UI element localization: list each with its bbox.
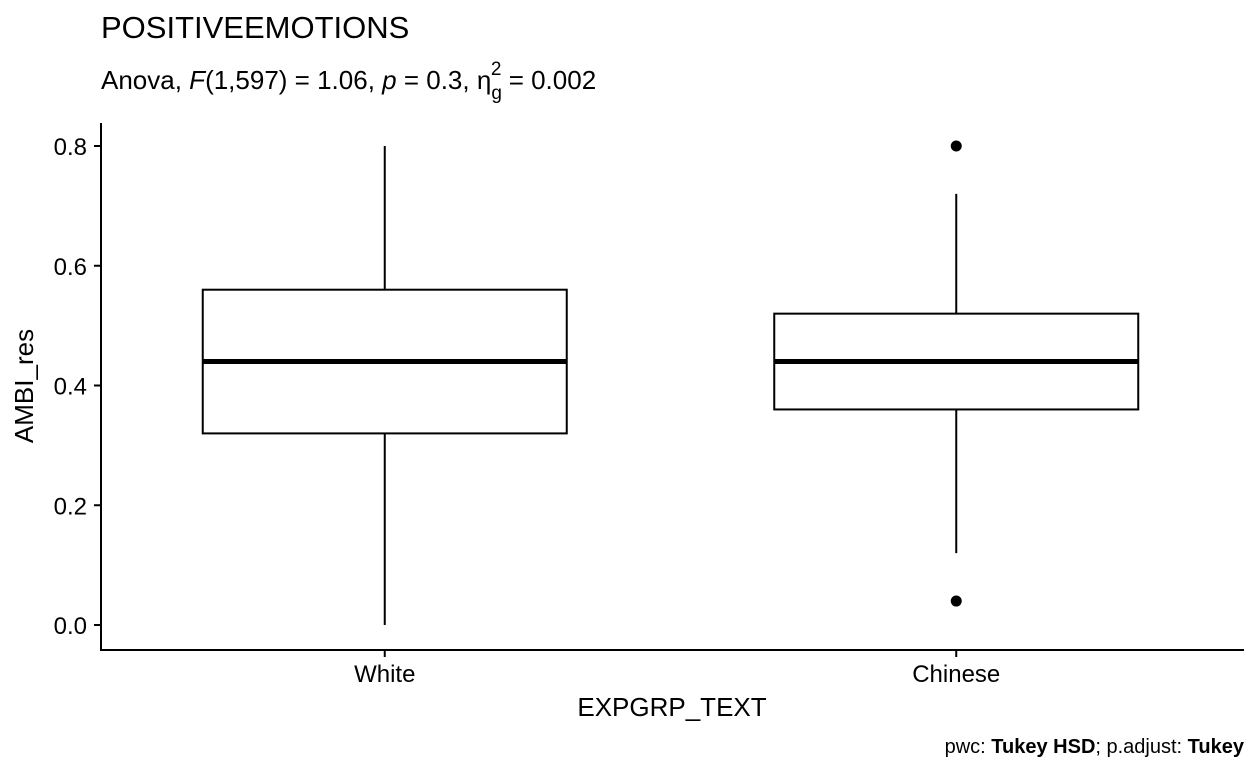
- y-tick-label: 0.2: [54, 493, 87, 520]
- y-axis-ticks: 0.0 0.2 0.4 0.6 0.8: [54, 134, 101, 640]
- subtitle-effect-sub: g: [491, 83, 502, 104]
- subtitle-prefix: Anova,: [101, 65, 189, 95]
- subtitle-p-symbol: p: [381, 65, 396, 95]
- subtitle-stat-value: = 1.06,: [287, 65, 382, 95]
- subtitle-effect-symbol: η: [477, 65, 491, 95]
- chart-title: POSITIVEEMOTIONS: [101, 10, 409, 45]
- caption-part2: ; p.adjust:: [1095, 736, 1187, 758]
- x-tick-label: Chinese: [912, 661, 1000, 688]
- y-tick-label: 0.0: [54, 613, 87, 640]
- y-tick-label: 0.8: [54, 134, 87, 161]
- outlier-point: [950, 140, 962, 152]
- caption-part1: pwc:: [945, 736, 992, 758]
- subtitle-stat-name: F: [189, 65, 207, 95]
- plot-area: [201, 140, 1140, 625]
- subtitle-effect-value: = 0.002: [501, 65, 596, 95]
- chart-caption: pwc: Tukey HSD; p.adjust: Tukey: [945, 736, 1245, 758]
- outlier-point: [950, 595, 962, 607]
- y-axis-title: AMBI_res: [9, 329, 39, 443]
- caption-bold1: Tukey HSD: [991, 736, 1095, 758]
- y-tick-label: 0.4: [54, 374, 87, 401]
- y-tick-label: 0.6: [54, 254, 87, 281]
- subtitle-p-value: = 0.3,: [397, 65, 477, 95]
- subtitle-effect-sup: 2: [491, 59, 502, 80]
- box-chinese: [773, 140, 1140, 607]
- chart-subtitle: Anova, F(1,597) = 1.06, p = 0.3, ηg 2 = 0…: [101, 59, 596, 104]
- caption-bold2: Tukey: [1188, 736, 1245, 758]
- x-tick-label: White: [354, 661, 415, 688]
- subtitle-df: (1,597): [205, 65, 287, 95]
- x-axis-ticks: White Chinese: [354, 650, 1000, 688]
- box-white: [201, 146, 568, 625]
- x-axis-title: EXPGRP_TEXT: [577, 692, 766, 722]
